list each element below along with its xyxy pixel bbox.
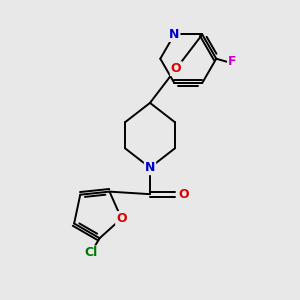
Text: N: N: [145, 161, 155, 174]
Text: O: O: [178, 188, 189, 201]
Text: O: O: [116, 212, 127, 225]
Text: O: O: [171, 62, 182, 75]
Text: Cl: Cl: [84, 246, 98, 260]
Text: N: N: [169, 28, 179, 41]
Text: F: F: [228, 55, 237, 68]
